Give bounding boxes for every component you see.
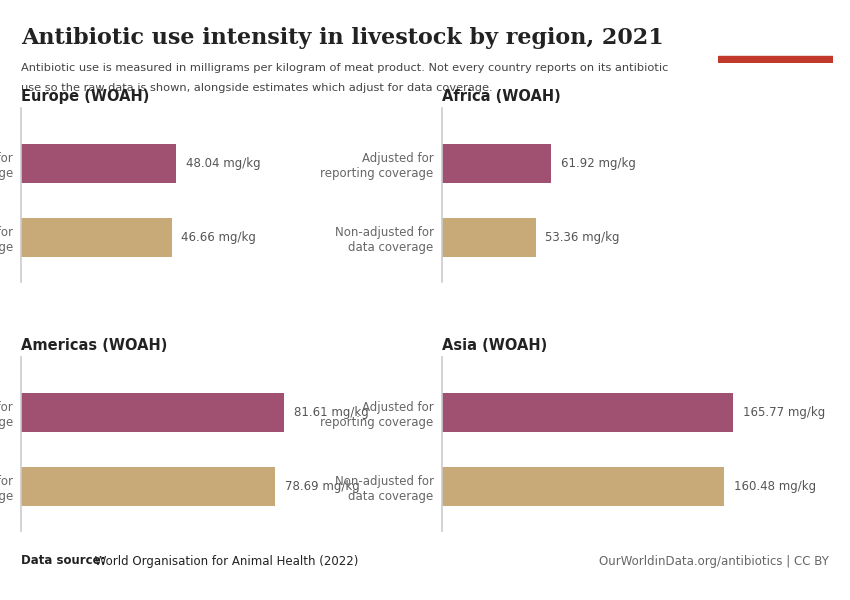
Text: World Organisation for Animal Health (2022): World Organisation for Animal Health (20… xyxy=(91,554,359,568)
Text: Africa (WOAH): Africa (WOAH) xyxy=(442,89,561,104)
Text: 48.04 mg/kg: 48.04 mg/kg xyxy=(186,157,260,170)
Text: Antibiotic use intensity in livestock by region, 2021: Antibiotic use intensity in livestock by… xyxy=(21,27,664,49)
Text: Antibiotic use is measured in milligrams per kilogram of meat product. Not every: Antibiotic use is measured in milligrams… xyxy=(21,63,669,73)
Text: 165.77 mg/kg: 165.77 mg/kg xyxy=(743,406,825,419)
Bar xyxy=(718,56,833,63)
Text: OurWorldinData.org/antibiotics | CC BY: OurWorldinData.org/antibiotics | CC BY xyxy=(599,554,829,568)
Text: Americas (WOAH): Americas (WOAH) xyxy=(21,338,167,353)
Text: 53.36 mg/kg: 53.36 mg/kg xyxy=(546,231,620,244)
Bar xyxy=(442,467,724,506)
Bar xyxy=(21,393,284,432)
Bar xyxy=(21,144,176,183)
Text: 61.92 mg/kg: 61.92 mg/kg xyxy=(560,157,636,170)
Text: 160.48 mg/kg: 160.48 mg/kg xyxy=(734,480,816,493)
Text: 81.61 mg/kg: 81.61 mg/kg xyxy=(294,406,369,419)
Bar xyxy=(442,393,734,432)
Text: Europe (WOAH): Europe (WOAH) xyxy=(21,89,150,104)
Bar xyxy=(442,218,536,257)
Text: Data source:: Data source: xyxy=(21,554,105,568)
Bar xyxy=(21,218,172,257)
Text: Asia (WOAH): Asia (WOAH) xyxy=(442,338,547,353)
Text: 46.66 mg/kg: 46.66 mg/kg xyxy=(181,231,256,244)
Text: use so the raw data is shown, alongside estimates which adjust for data coverage: use so the raw data is shown, alongside … xyxy=(21,83,493,93)
Text: 78.69 mg/kg: 78.69 mg/kg xyxy=(285,480,360,493)
Bar xyxy=(442,144,551,183)
Bar xyxy=(21,467,275,506)
Text: Our World: Our World xyxy=(742,19,809,32)
Text: in Data: in Data xyxy=(751,37,800,50)
